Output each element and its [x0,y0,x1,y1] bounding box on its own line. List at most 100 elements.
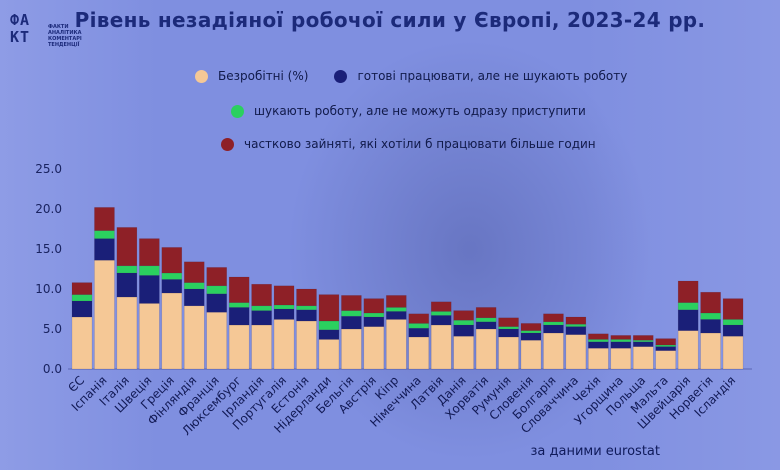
bar-segment-seeking_not_available [363,312,385,318]
bar-segment-underemployed [475,307,497,319]
bar-segment-unemployed [363,326,385,370]
bar-segment-available_not_seeking [251,310,272,326]
legend-swatch-seeking-not-available [231,104,244,118]
bar-segment-unemployed [453,335,474,370]
bar-segment-seeking_not_available [498,326,519,330]
bar-segment-available_not_seeking [161,279,183,294]
bar-segment-available_not_seeking [318,329,340,340]
bar-segment-unemployed [206,311,227,370]
bar-segment-available_not_seeking [184,288,205,307]
logo-mark-line-1: ФА [10,11,31,29]
bar-segment-unemployed [161,292,183,370]
bar-segment-unemployed [633,346,654,370]
bar-segment-seeking_not_available [116,265,138,274]
bar-segment-seeking_not_available [722,319,744,326]
bar-segment-seeking_not_available [94,230,115,239]
bar-segment-seeking_not_available [677,302,699,311]
legend-label-available-not-seeking: готові працювати, але не шукають роботу [357,69,628,83]
bar-segment-unemployed [543,332,564,370]
bar-segment-available_not_seeking [71,300,93,318]
bar-segment-seeking_not_available [228,302,250,308]
bar-segment-seeking_not_available [453,319,474,326]
legend-row-3: частково зайняті, які хотіли б працювати… [221,137,622,151]
legend-item-available-not-seeking: готові працювати, але не шукають роботу [334,69,627,83]
y-tick-label: 10.0 [35,282,62,296]
bar-segment-available_not_seeking [677,309,699,331]
legend-item-unemployed: Безробітні (%) [195,69,308,83]
bar-segment-available_not_seeking [296,309,317,322]
bar-segment-underemployed [610,335,632,340]
bar-segment-unemployed [296,320,317,370]
bar-segment-seeking_not_available [251,305,272,311]
bar-segment-underemployed [722,298,744,320]
bar-segment-unemployed [251,324,272,370]
bar-segment-unemployed [318,339,340,370]
bar-segment-underemployed [161,247,183,274]
bar-segment-seeking_not_available [610,339,632,343]
bar-segment-unemployed [655,350,676,370]
bar-segment-available_not_seeking [139,275,160,304]
bar-segment-underemployed [184,261,205,283]
logo-text-line-2: АНАЛІТИКА [48,30,82,36]
bar-segment-seeking_not_available [633,339,654,343]
bar-segment-unemployed [677,330,699,370]
bar-segment-seeking_not_available [318,320,340,331]
bar-segment-underemployed [543,313,564,323]
legend-label-unemployed: Безробітні (%) [218,69,309,83]
bar-segment-underemployed [94,207,115,231]
bar-segment-available_not_seeking [94,238,115,261]
bar-segment-underemployed [116,227,138,267]
bar-segment-unemployed [139,303,160,370]
y-tick-label: 15.0 [35,242,62,256]
bar-segment-available_not_seeking [408,327,429,338]
bar-segment-underemployed [588,333,609,340]
source-note: за даними eurostat [530,444,661,459]
bar-segment-unemployed [408,336,429,370]
y-tick-label: 20.0 [35,202,62,216]
bar-segment-available_not_seeking [610,341,632,349]
bar-segment-underemployed [453,310,474,321]
logo-text-line-3: КОМЕНТАРІ [48,36,82,42]
bar-segment-unemployed [610,347,632,370]
bar-segment-available_not_seeking [722,324,744,337]
bar-segment-underemployed [318,294,340,322]
bar-segment-seeking_not_available [341,310,362,317]
bar-segment-available_not_seeking [700,319,721,334]
logo-text-line-4: ТЕНДЕНЦІЇ [48,42,80,48]
bar-segment-seeking_not_available [184,282,205,290]
logo-text: ФАКТИ АНАЛІТИКА КОМЕНТАРІ ТЕНДЕНЦІЇ [48,24,108,48]
legend-swatch-available-not-seeking [334,69,348,83]
bar-segment-underemployed [363,298,385,314]
logo-text-line-1: ФАКТИ [48,24,69,30]
bar-segment-unemployed [588,347,609,370]
y-tick-label: 0.0 [43,362,62,376]
bar-segment-unemployed [273,319,295,370]
bar-segment-seeking_not_available [543,321,564,326]
bar-segment-unemployed [116,296,138,370]
bar-segment-underemployed [386,295,407,308]
bar-segment-available_not_seeking [341,315,362,330]
bar-segment-unemployed [71,316,93,370]
legend-label-seeking-not-available: шукають роботу, але не можуть одразу при… [254,104,586,118]
bar-segment-underemployed [206,267,227,287]
bar-segment-underemployed [251,283,272,307]
bar-segment-seeking_not_available [565,323,587,327]
bar-segment-underemployed [296,288,317,307]
bar-segment-unemployed [498,336,519,370]
bar-segment-underemployed [228,276,250,303]
bar-segment-available_not_seeking [363,316,385,327]
bar-segment-seeking_not_available [386,307,407,312]
legend-row-2: шукають роботу, але не можуть одразу при… [231,104,612,118]
legend-row-1: Безробітні (%) готові працювати, але не … [195,69,653,83]
chart-title: Рівень незадіяної робочої сили у Європі,… [74,8,706,32]
legend-swatch-underemployed [221,137,234,151]
bar-segment-underemployed [430,301,452,312]
bar-segment-seeking_not_available [588,339,609,343]
y-tick-label: 5.0 [43,322,62,336]
bar-segment-seeking_not_available [475,317,497,323]
bar-segment-unemployed [184,305,205,370]
bar-segment-unemployed [430,324,452,370]
bar-segment-available_not_seeking [543,324,564,334]
bar-segment-available_not_seeking [228,307,250,326]
